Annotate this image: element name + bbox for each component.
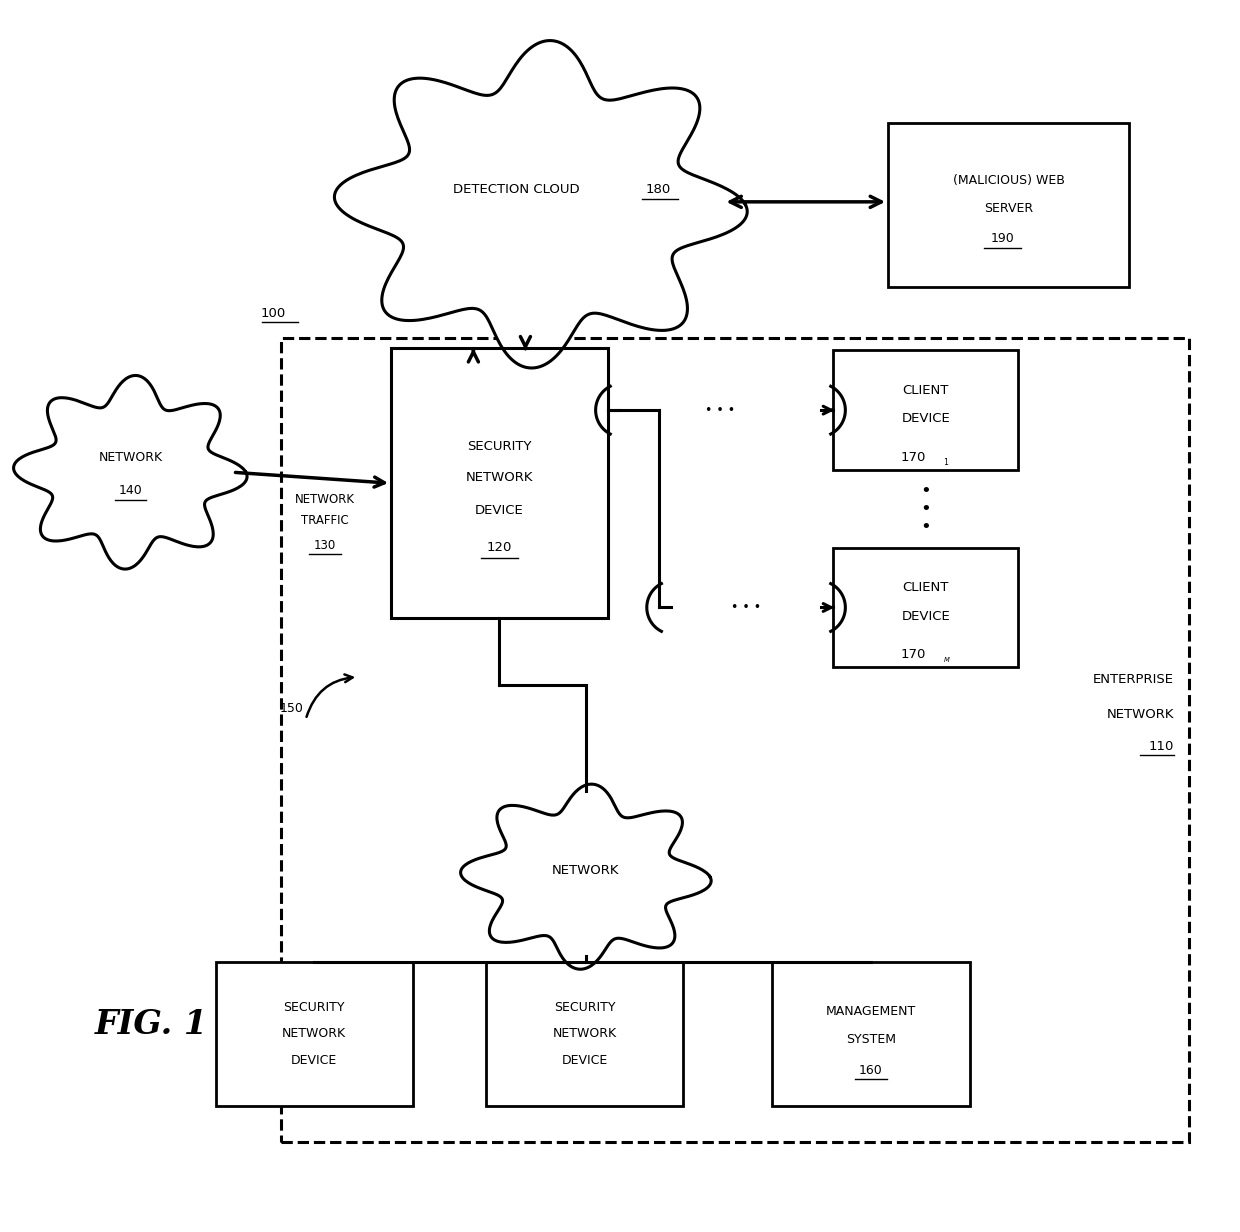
FancyBboxPatch shape xyxy=(216,962,413,1105)
Text: SYSTEM: SYSTEM xyxy=(846,1034,897,1046)
Text: 140: 140 xyxy=(119,484,143,496)
Text: DEVICE: DEVICE xyxy=(475,504,523,516)
Text: CLIENT: CLIENT xyxy=(903,582,949,595)
Text: NETWORK: NETWORK xyxy=(295,493,355,505)
Text: 120: 120 xyxy=(487,541,512,554)
Text: •
•
•: • • • xyxy=(920,482,931,536)
Text: SECURITY: SECURITY xyxy=(284,1000,345,1014)
Text: FIG. 1: FIG. 1 xyxy=(94,1008,207,1041)
FancyBboxPatch shape xyxy=(391,347,608,618)
Text: • • •: • • • xyxy=(732,601,761,614)
Text: CLIENT: CLIENT xyxy=(903,384,949,397)
Text: (MALICIOUS) WEB: (MALICIOUS) WEB xyxy=(952,174,1064,187)
Polygon shape xyxy=(460,784,712,970)
Polygon shape xyxy=(14,376,247,569)
Text: 170: 170 xyxy=(901,648,926,662)
Text: SERVER: SERVER xyxy=(985,202,1033,216)
Text: NETWORK: NETWORK xyxy=(98,451,162,464)
Text: 160: 160 xyxy=(859,1064,883,1077)
FancyBboxPatch shape xyxy=(773,962,970,1105)
Text: DEVICE: DEVICE xyxy=(901,413,950,425)
Text: 150: 150 xyxy=(279,702,303,715)
Text: 110: 110 xyxy=(1149,740,1174,754)
Text: DEVICE: DEVICE xyxy=(291,1055,337,1067)
Text: DEVICE: DEVICE xyxy=(562,1055,608,1067)
Text: 130: 130 xyxy=(314,538,336,552)
Text: NETWORK: NETWORK xyxy=(1107,707,1174,721)
Text: DETECTION CLOUD: DETECTION CLOUD xyxy=(453,184,580,196)
Text: NETWORK: NETWORK xyxy=(283,1027,346,1040)
Text: SECURITY: SECURITY xyxy=(554,1000,615,1014)
Text: • • •: • • • xyxy=(706,404,735,416)
Text: SECURITY: SECURITY xyxy=(467,440,532,453)
Text: $_1$: $_1$ xyxy=(944,456,950,468)
Text: ENTERPRISE: ENTERPRISE xyxy=(1094,674,1174,686)
FancyBboxPatch shape xyxy=(486,962,683,1105)
Text: DEVICE: DEVICE xyxy=(901,610,950,622)
FancyBboxPatch shape xyxy=(888,123,1130,287)
Text: TRAFFIC: TRAFFIC xyxy=(301,515,350,527)
FancyBboxPatch shape xyxy=(833,350,1018,469)
Text: 100: 100 xyxy=(260,308,286,320)
Text: NETWORK: NETWORK xyxy=(552,864,620,877)
Text: NETWORK: NETWORK xyxy=(466,471,533,484)
Text: MANAGEMENT: MANAGEMENT xyxy=(826,1005,916,1019)
Text: NETWORK: NETWORK xyxy=(553,1027,616,1040)
Polygon shape xyxy=(335,41,748,368)
Text: 180: 180 xyxy=(646,184,671,196)
FancyBboxPatch shape xyxy=(833,548,1018,668)
Text: 190: 190 xyxy=(991,233,1014,245)
Text: 170: 170 xyxy=(901,451,926,464)
Text: $_M$: $_M$ xyxy=(942,655,950,665)
